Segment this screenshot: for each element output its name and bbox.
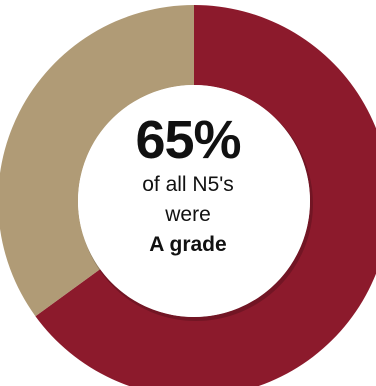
center-line-3: A grade — [149, 233, 227, 256]
slice-other-grades — [0, 5, 194, 317]
center-line-1: of all N5's — [142, 173, 234, 196]
center-value: 65% — [135, 110, 241, 170]
donut-hole — [78, 85, 310, 317]
center-line-2: were — [165, 203, 211, 226]
center-label: 65% of all N5's were A grade — [88, 110, 288, 260]
slice-a-grade — [35, 5, 376, 386]
